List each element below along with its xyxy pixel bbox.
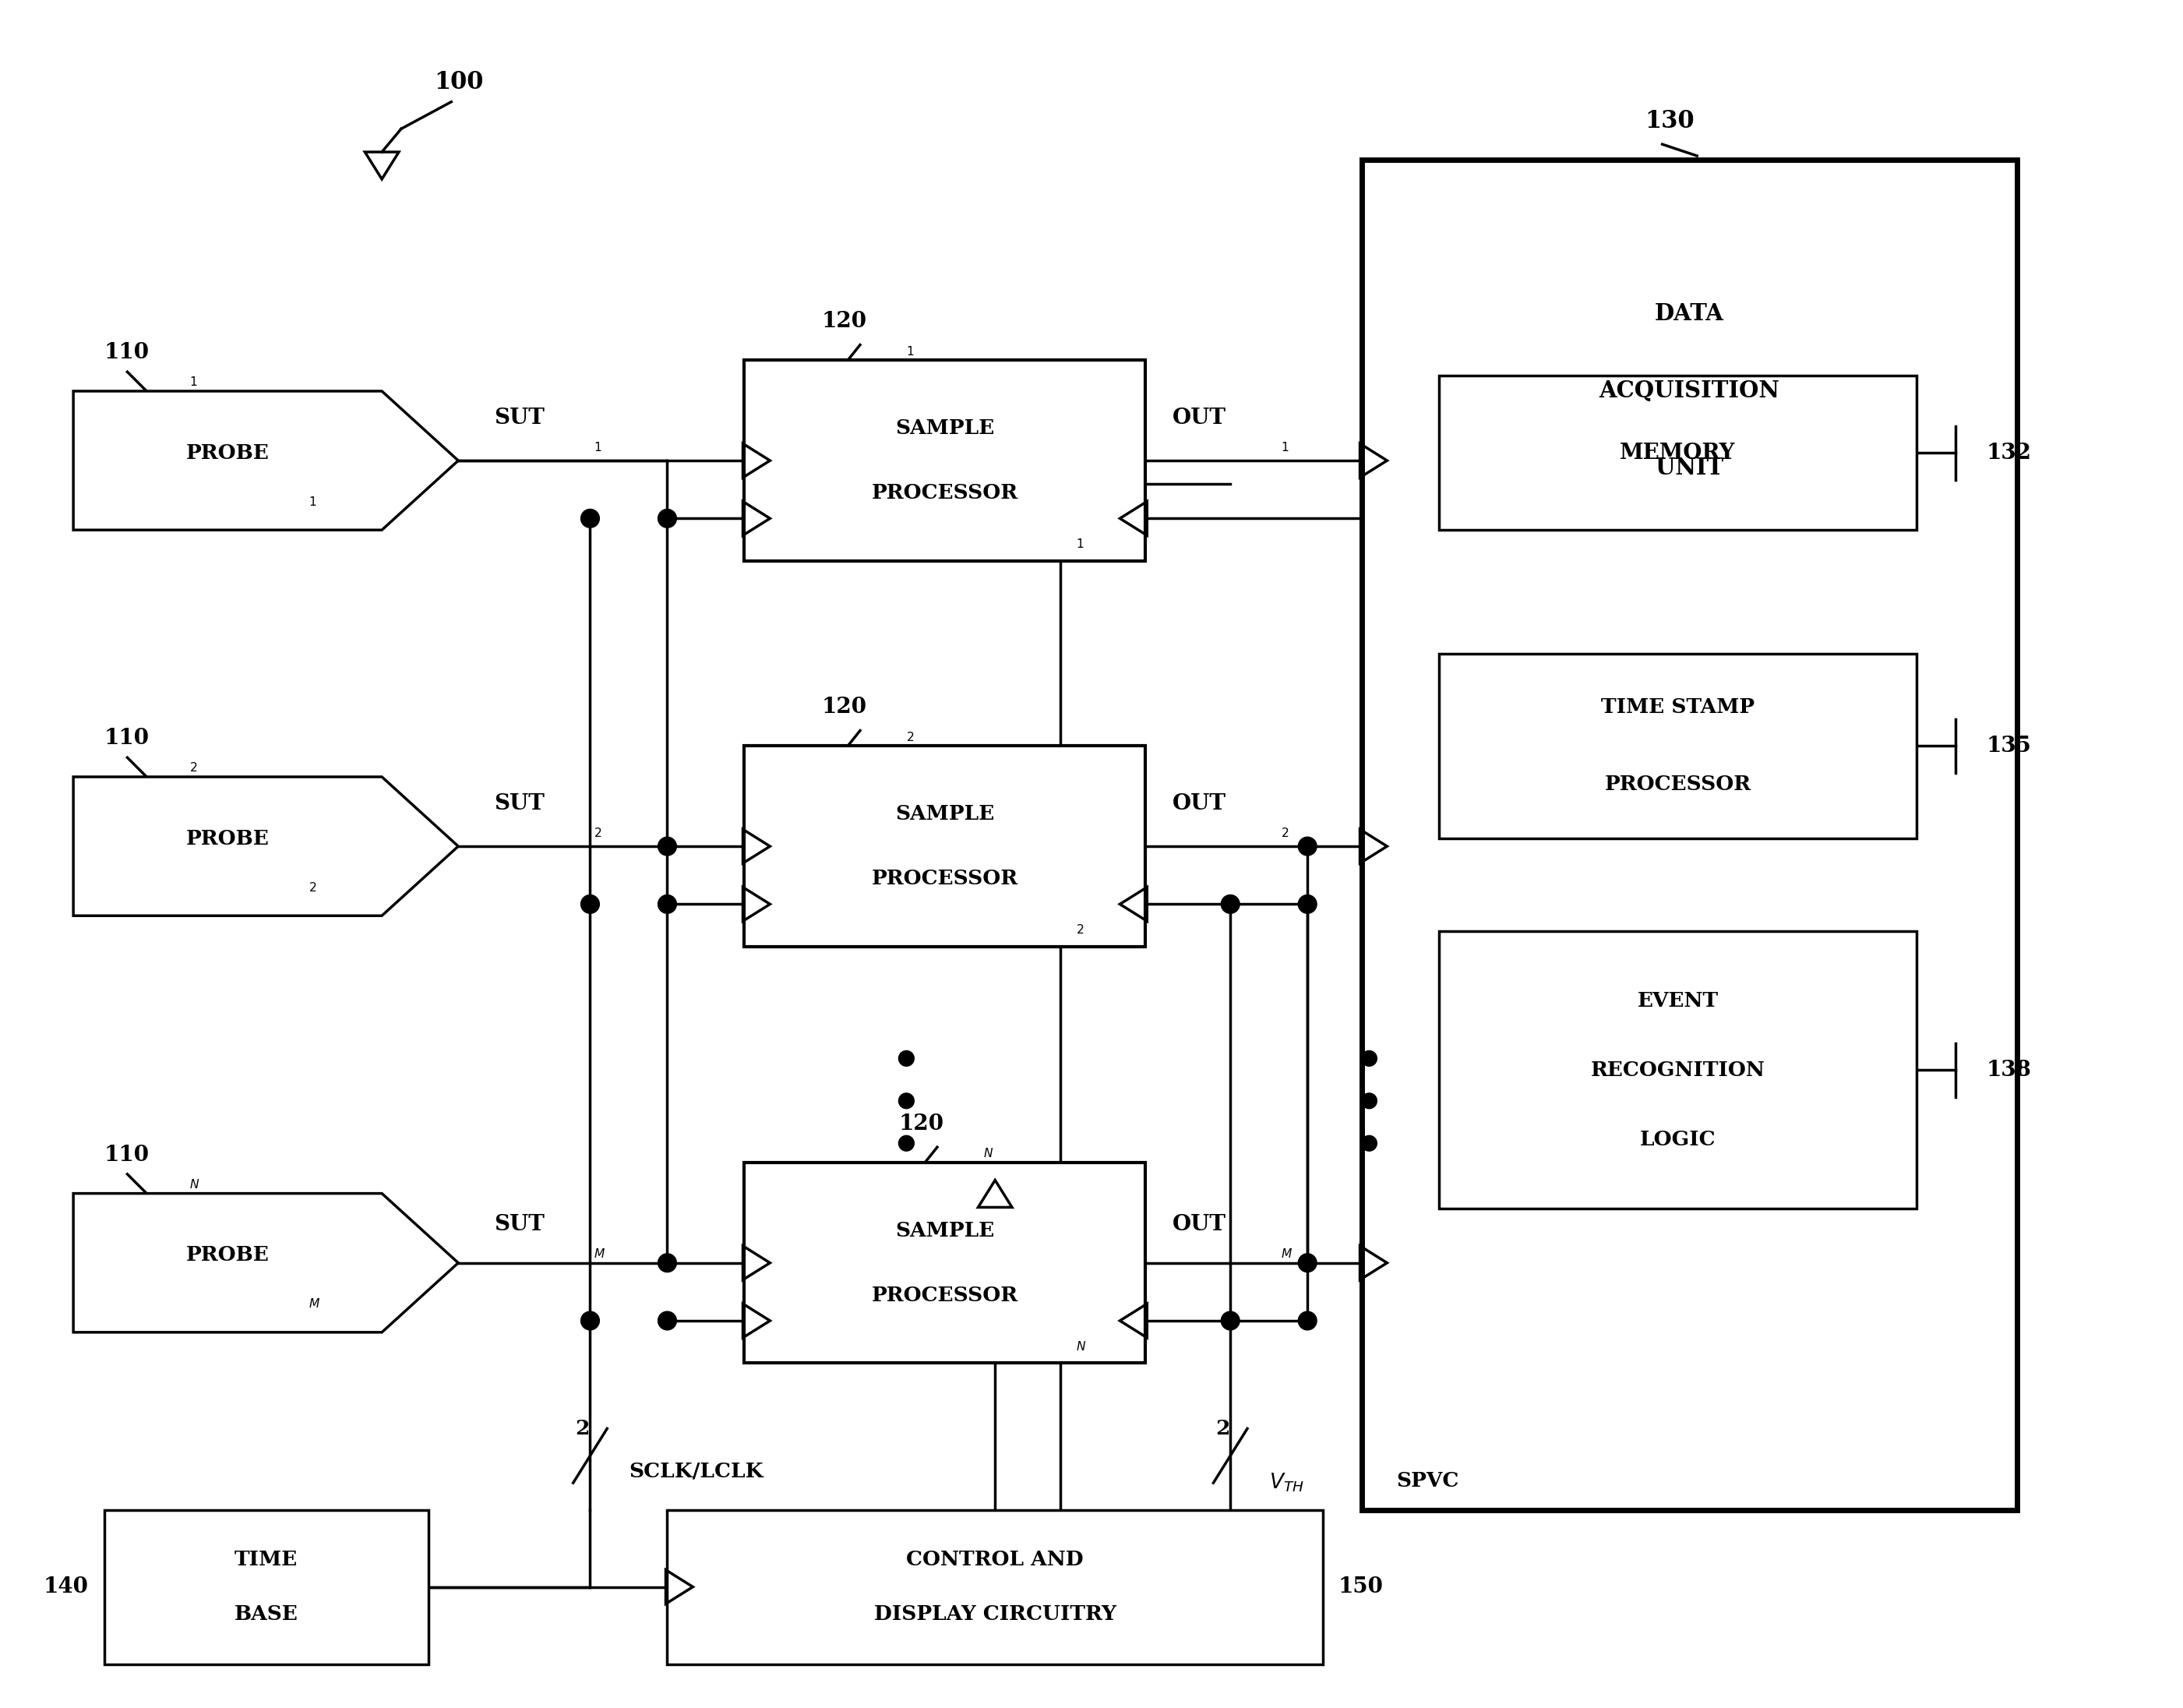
Bar: [1439, 654, 1917, 839]
Bar: [744, 1163, 1146, 1363]
Text: PROCESSOR: PROCESSOR: [871, 483, 1017, 502]
Text: SPVC: SPVC: [1397, 1471, 1458, 1491]
Circle shape: [899, 1050, 915, 1066]
Circle shape: [1299, 895, 1316, 914]
Bar: [1439, 376, 1917, 529]
Text: $_N$: $_N$: [1076, 1336, 1087, 1353]
Text: 2: 2: [576, 1419, 589, 1438]
Circle shape: [657, 837, 677, 856]
Text: 140: 140: [44, 1576, 90, 1597]
Text: 138: 138: [1987, 1059, 2032, 1081]
Text: LOGIC: LOGIC: [1639, 1129, 1716, 1149]
Text: $_2$: $_2$: [190, 757, 196, 774]
Text: $_2$: $_2$: [594, 822, 603, 839]
Text: SAMPLE: SAMPLE: [895, 1221, 995, 1240]
Bar: [1362, 161, 2017, 1510]
Text: $V_{TH}$: $V_{TH}$: [1268, 1471, 1303, 1493]
Circle shape: [1299, 1254, 1316, 1272]
Text: $_N$: $_N$: [985, 1143, 993, 1160]
Text: 120: 120: [821, 311, 867, 333]
Text: 2: 2: [1216, 1419, 1229, 1438]
Text: MEMORY: MEMORY: [1620, 442, 1735, 463]
Text: $_1$: $_1$: [308, 490, 317, 507]
Text: 110: 110: [105, 1144, 148, 1165]
Text: SUT: SUT: [493, 408, 544, 429]
Text: $_M$: $_M$: [594, 1243, 607, 1261]
Circle shape: [1362, 1050, 1377, 1066]
Text: 110: 110: [105, 342, 148, 364]
Bar: [744, 360, 1146, 560]
Text: DATA: DATA: [1655, 302, 1725, 325]
Text: PROBE: PROBE: [186, 828, 269, 849]
Polygon shape: [74, 777, 458, 915]
Circle shape: [657, 1254, 677, 1272]
Text: 120: 120: [821, 697, 867, 717]
Circle shape: [657, 509, 677, 528]
Polygon shape: [74, 391, 458, 529]
Text: SUT: SUT: [493, 1214, 544, 1235]
Circle shape: [1220, 895, 1240, 914]
Text: $_1$: $_1$: [1281, 437, 1288, 454]
Text: SUT: SUT: [493, 793, 544, 815]
Text: 120: 120: [899, 1114, 943, 1134]
Text: PROCESSOR: PROCESSOR: [1605, 775, 1751, 794]
Text: 135: 135: [1987, 736, 2032, 757]
Text: 110: 110: [105, 728, 148, 748]
Text: SCLK/LCLK: SCLK/LCLK: [629, 1462, 764, 1481]
Text: TIME: TIME: [234, 1551, 297, 1570]
Circle shape: [657, 1312, 677, 1331]
Text: $_2$: $_2$: [1281, 822, 1288, 839]
Text: 132: 132: [1987, 442, 2032, 463]
Circle shape: [581, 1312, 600, 1331]
Text: ACQUISITION: ACQUISITION: [1598, 379, 1779, 403]
Text: BASE: BASE: [234, 1604, 299, 1624]
Circle shape: [899, 1093, 915, 1108]
Text: $_2$: $_2$: [308, 876, 317, 893]
Circle shape: [899, 1136, 915, 1151]
Text: $_1$: $_1$: [906, 340, 915, 357]
Text: TIME STAMP: TIME STAMP: [1600, 697, 1755, 717]
Text: PROBE: PROBE: [186, 442, 269, 463]
Text: $_N$: $_N$: [190, 1173, 199, 1190]
Text: EVENT: EVENT: [1637, 991, 1718, 1011]
Text: PROBE: PROBE: [186, 1245, 269, 1266]
Circle shape: [1299, 837, 1316, 856]
Text: 150: 150: [1338, 1576, 1384, 1597]
Circle shape: [657, 895, 677, 914]
Text: PROCESSOR: PROCESSOR: [871, 1286, 1017, 1305]
Text: $_2$: $_2$: [906, 726, 915, 743]
Text: $_2$: $_2$: [1076, 919, 1085, 936]
Text: OUT: OUT: [1172, 408, 1227, 429]
Circle shape: [1362, 1136, 1377, 1151]
Text: SAMPLE: SAMPLE: [895, 418, 995, 437]
Text: $_M$: $_M$: [1281, 1243, 1292, 1261]
Text: 100: 100: [434, 70, 485, 94]
Circle shape: [581, 895, 600, 914]
Text: RECOGNITION: RECOGNITION: [1591, 1061, 1764, 1079]
Text: $_1$: $_1$: [190, 371, 196, 388]
Text: 130: 130: [1646, 109, 1694, 133]
Circle shape: [1299, 1312, 1316, 1331]
Bar: [105, 1510, 428, 1664]
Circle shape: [581, 509, 600, 528]
Text: PROCESSOR: PROCESSOR: [871, 869, 1017, 888]
Circle shape: [1220, 1312, 1240, 1331]
Text: OUT: OUT: [1172, 1214, 1227, 1235]
Text: $_M$: $_M$: [308, 1293, 321, 1310]
Text: SAMPLE: SAMPLE: [895, 804, 995, 823]
Bar: [1439, 931, 1917, 1209]
Bar: [744, 746, 1146, 946]
Text: DISPLAY CIRCUITRY: DISPLAY CIRCUITRY: [873, 1604, 1116, 1624]
Circle shape: [1362, 1093, 1377, 1108]
Text: UNIT: UNIT: [1655, 458, 1722, 480]
Bar: [668, 1510, 1323, 1664]
Text: $_1$: $_1$: [1076, 533, 1085, 550]
Text: CONTROL AND: CONTROL AND: [906, 1551, 1083, 1570]
Text: OUT: OUT: [1172, 793, 1227, 815]
Text: $_1$: $_1$: [594, 437, 603, 454]
Polygon shape: [74, 1194, 458, 1332]
